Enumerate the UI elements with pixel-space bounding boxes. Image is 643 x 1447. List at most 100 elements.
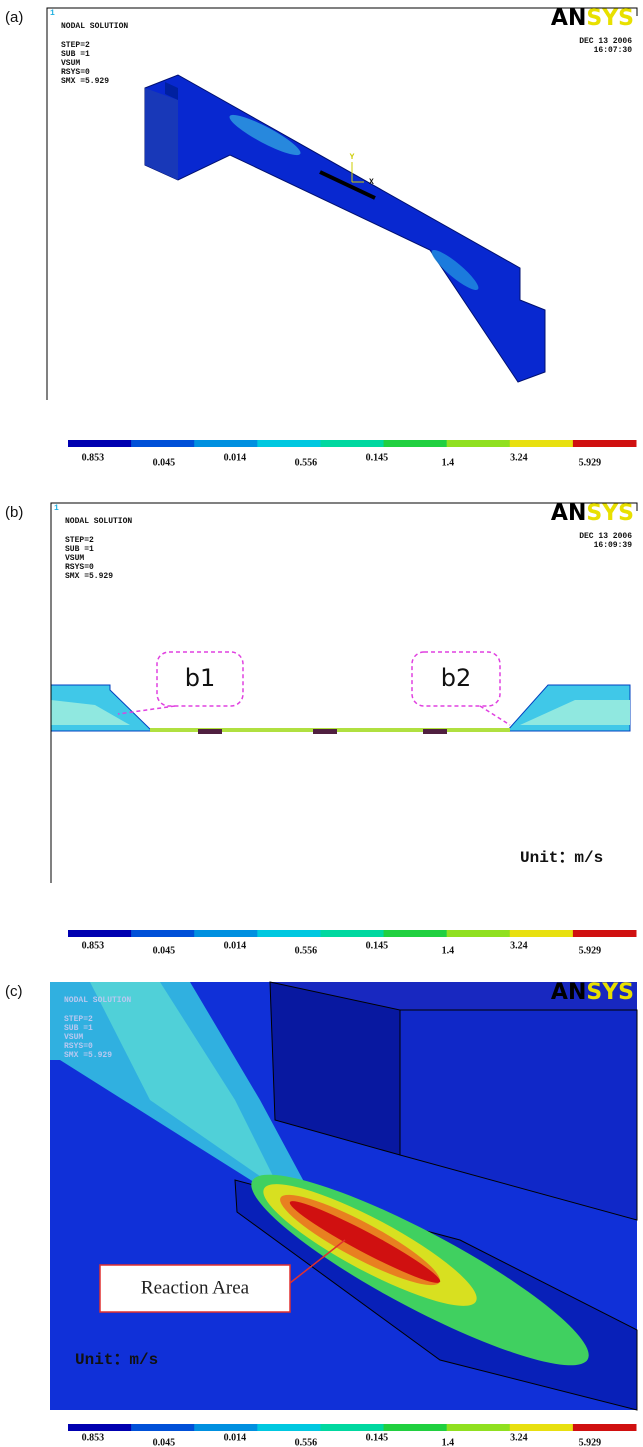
ansys-logo: ANSYS (551, 501, 634, 526)
colorbar-segment (320, 930, 385, 937)
callout-line (479, 705, 511, 726)
header-line: VSUM (65, 554, 84, 563)
unit-label: Unit：m/s (75, 1351, 158, 1369)
callout-box (411, 651, 501, 707)
annotation-line (289, 1239, 346, 1284)
legend-label: 0.853 (82, 452, 105, 463)
colorbar-segment (68, 930, 132, 937)
colorbar-segment (131, 930, 195, 937)
colorbar-segment (131, 1424, 195, 1431)
colorbar-segment (194, 1424, 258, 1431)
colorbar-segment (194, 930, 258, 937)
header-line: SMX =5.929 (64, 1051, 112, 1060)
legend-label: 3.24 (510, 452, 528, 463)
header-line: SMX =5.929 (61, 77, 109, 86)
legend-label: 0.145 (366, 940, 389, 951)
legend-label: 0.045 (153, 457, 176, 468)
date: DEC 13 2006 (579, 532, 632, 541)
contour-light (90, 982, 280, 1190)
legend-label: 0.045 (153, 1437, 176, 1447)
time: 16:07:30 (594, 46, 633, 55)
header-line: STEP=2 (65, 536, 94, 545)
contour-red (289, 1201, 441, 1283)
annotation: Reaction Area (141, 1277, 250, 1298)
header-line: STEP=2 (61, 41, 90, 50)
colorbar-segment (572, 1424, 637, 1431)
colorbar-segment (572, 440, 637, 447)
callout-box (156, 651, 244, 707)
header-line: SUB =1 (65, 545, 94, 554)
legend-label: 5.929 (579, 457, 602, 468)
header-line: RSYS=0 (61, 68, 90, 77)
legend-label: 1.4 (442, 1437, 455, 1447)
colorbar-segment (131, 440, 195, 447)
header-line: RSYS=0 (65, 563, 94, 572)
model-face (145, 88, 178, 180)
colorbar-segment (257, 1424, 321, 1431)
flow-shade (431, 249, 479, 291)
legend-label: 5.929 (579, 945, 602, 956)
window-number: 1 (54, 504, 59, 513)
electrode (313, 729, 337, 734)
electrode (423, 729, 447, 734)
electrode (198, 729, 222, 734)
logo-dark: AN (551, 6, 586, 31)
legend-label: 0.853 (82, 940, 105, 951)
header-line: NODAL SOLUTION (65, 517, 132, 526)
panel-label: (a) (5, 9, 23, 26)
date: DEC 13 2006 (579, 37, 632, 46)
block-side (399, 1009, 638, 1221)
axis-label: X (369, 178, 374, 187)
legend-label: 0.556 (295, 945, 318, 956)
left-core (51, 700, 130, 725)
header-line: SUB =1 (64, 1024, 93, 1033)
colorbar-segment (320, 1424, 385, 1431)
callout-text: b2 (441, 664, 472, 692)
header-line: NODAL SOLUTION (61, 22, 128, 31)
model-body (144, 74, 546, 383)
legend-label: 1.4 (442, 457, 455, 468)
header-line: RSYS=0 (64, 1042, 93, 1051)
legend-label: 0.556 (295, 1437, 318, 1447)
logo-light: SYS (586, 980, 634, 1005)
gap (319, 170, 376, 200)
callout-line (117, 705, 176, 715)
legend-label: 0.014 (224, 1432, 247, 1443)
legend-label: 0.045 (153, 945, 176, 956)
colorbar-segment (509, 1424, 574, 1431)
legend-label: 3.24 (510, 940, 528, 951)
legend-label: 1.4 (442, 945, 455, 956)
legend-label: 0.556 (295, 457, 318, 468)
panel-label: (b) (5, 504, 23, 521)
time: 16:09:39 (594, 541, 633, 550)
colorbar-segment (572, 930, 637, 937)
window-number: 1 (50, 9, 55, 18)
colorbar-segment (383, 1424, 448, 1431)
legend-label: 0.014 (224, 940, 247, 951)
colorbar-segment (257, 440, 321, 447)
right-core (520, 700, 630, 725)
colorbar-segment (383, 440, 448, 447)
ansys-logo: ANSYS (551, 980, 634, 1005)
legend-label: 5.929 (579, 1437, 602, 1447)
legend-label: 0.145 (366, 452, 389, 463)
colorbar-segment (446, 930, 511, 937)
legend-label: 0.014 (224, 452, 247, 463)
model-notch (165, 82, 178, 100)
logo-dark: AN (551, 980, 586, 1005)
colorbar-segment (383, 930, 448, 937)
header-line: SUB =1 (61, 50, 90, 59)
legend-label: 0.145 (366, 1432, 389, 1443)
legend-label: 3.24 (510, 1432, 528, 1443)
colorbar-segment (320, 440, 385, 447)
unit-label: Unit：m/s (520, 849, 603, 867)
logo-dark: AN (551, 501, 586, 526)
legend-label: 0.853 (82, 1432, 105, 1443)
header-line: VSUM (61, 59, 80, 68)
colorbar-segment (194, 440, 258, 447)
colorbar-segment (509, 440, 574, 447)
